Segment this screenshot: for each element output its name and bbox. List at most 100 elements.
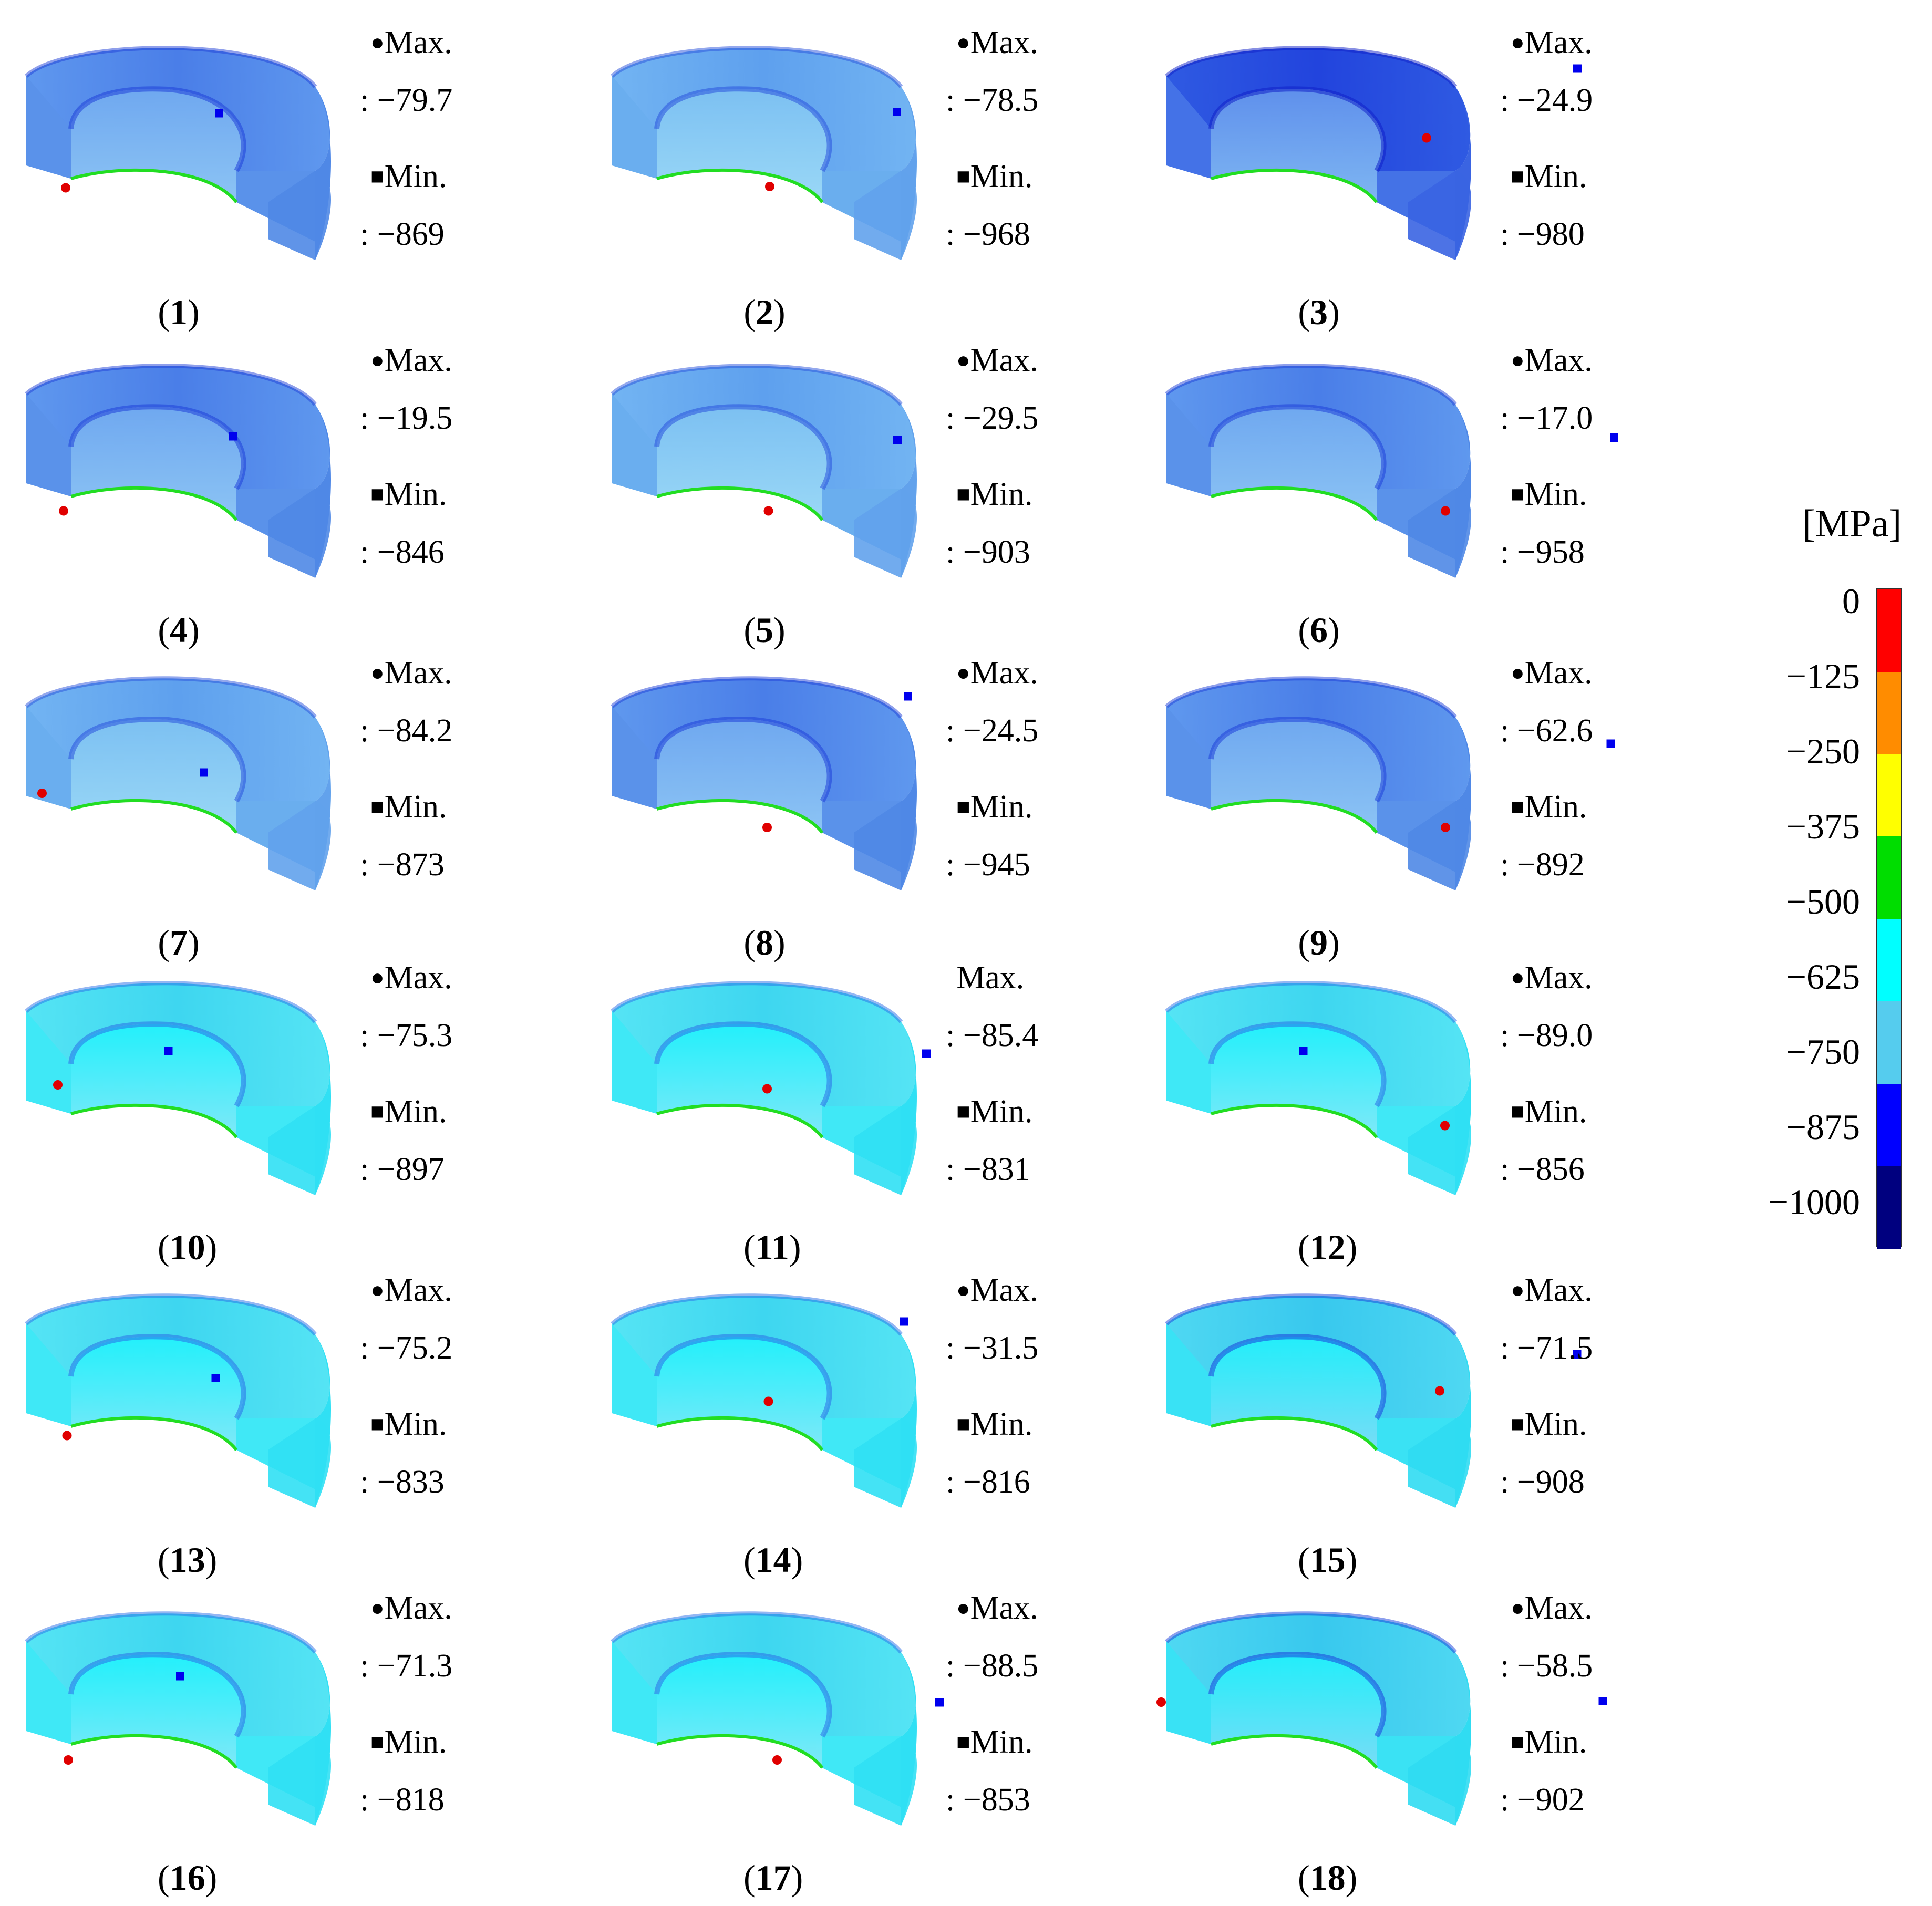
max-label-text: Max. bbox=[970, 343, 1038, 378]
ring-inner-bore bbox=[1211, 1024, 1384, 1137]
min-label-text: Min. bbox=[970, 159, 1033, 194]
min-location-marker bbox=[893, 436, 902, 444]
result-panel: ●Max.: −71.5 ■Min.: −908 (15) bbox=[1140, 1248, 1718, 1578]
ring-left-outer bbox=[26, 707, 71, 809]
result-panel: ●Max.: −62.6 ■Min.: −892 (9) bbox=[1140, 630, 1718, 960]
result-panel: ●Max.: −17.0 ■Min.: −958 (6) bbox=[1140, 318, 1718, 648]
min-value: : −892 bbox=[1500, 848, 1585, 881]
ring-inner-bore bbox=[657, 407, 830, 520]
max-dot-icon: ● bbox=[1511, 1595, 1525, 1621]
ring-top-surface bbox=[1166, 48, 1471, 171]
max-value: : −79.7 bbox=[360, 84, 452, 117]
ring-contour-model bbox=[21, 975, 336, 1195]
ring-inner-bottom-edge bbox=[656, 168, 824, 203]
min-label-text: Min. bbox=[970, 789, 1033, 825]
ring-outer-rim bbox=[1165, 1611, 1458, 1654]
ring-rim-band bbox=[654, 404, 832, 490]
legend-band bbox=[1877, 589, 1901, 672]
ring-contour-model bbox=[607, 357, 922, 578]
min-value: : −945 bbox=[946, 848, 1030, 881]
ring-outer-wall-lower bbox=[854, 1418, 917, 1508]
max-label: ●Max. bbox=[1511, 1274, 1593, 1307]
ring-inner-bottom-edge bbox=[1211, 799, 1378, 834]
max-value: : −31.5 bbox=[946, 1332, 1038, 1364]
ring-rim-band bbox=[1208, 1334, 1387, 1420]
panel-number: 16 bbox=[169, 1858, 205, 1898]
ring-inner-bore bbox=[657, 719, 830, 833]
max-location-marker bbox=[53, 1080, 63, 1090]
max-label-text: Max. bbox=[384, 655, 452, 691]
max-dot-icon: ● bbox=[1511, 965, 1525, 990]
ring-outer-wall-lower bbox=[854, 1736, 917, 1826]
max-value-text: : −58.5 bbox=[1500, 1648, 1593, 1684]
max-value: : −88.5 bbox=[946, 1650, 1038, 1682]
max-dot-icon: ● bbox=[1511, 29, 1525, 55]
ring-left-outer bbox=[1166, 1011, 1211, 1114]
legend-unit: [MPa] bbox=[1802, 502, 1902, 545]
max-label-text: Max. bbox=[1524, 960, 1593, 996]
min-value: : −831 bbox=[946, 1153, 1030, 1186]
ring-left-outer bbox=[612, 1011, 657, 1114]
legend-tick-label: −375 bbox=[1786, 806, 1860, 846]
min-square-icon: ■ bbox=[956, 163, 970, 189]
max-value: : −71.3 bbox=[360, 1650, 452, 1682]
min-label: ■Min. bbox=[1511, 1095, 1587, 1128]
max-label-text: Max. bbox=[384, 1272, 452, 1308]
max-label: ●Max. bbox=[370, 1274, 452, 1307]
min-location-marker bbox=[176, 1672, 184, 1681]
min-label-text: Min. bbox=[970, 1724, 1033, 1760]
ring-top-surface bbox=[1166, 1613, 1471, 1736]
panel-number: 8 bbox=[756, 923, 773, 962]
panel-caption: (5) bbox=[743, 610, 786, 650]
result-panel: ●Max.: −19.5 ■Min.: −846 (4) bbox=[0, 318, 578, 648]
max-location-marker bbox=[1422, 133, 1431, 143]
max-dot-icon: ● bbox=[956, 347, 970, 373]
legend-tick-label: −625 bbox=[1786, 957, 1860, 997]
ring-outer-wall-lower bbox=[854, 171, 917, 260]
legend-band bbox=[1877, 836, 1901, 919]
min-value-text: : −856 bbox=[1500, 1152, 1585, 1187]
ring-left-outer bbox=[612, 1324, 657, 1426]
ring-contour-model bbox=[1161, 670, 1615, 890]
max-dot-icon: ● bbox=[1511, 660, 1525, 686]
max-dot-icon: ● bbox=[370, 1595, 385, 1621]
min-value-text: : −846 bbox=[360, 534, 445, 570]
min-value: : −958 bbox=[1500, 536, 1585, 568]
ring-rim-band bbox=[68, 404, 246, 490]
panel-number: 1 bbox=[170, 292, 188, 332]
max-label-text: Max. bbox=[1524, 655, 1593, 691]
ring-outer-wall-lower bbox=[1408, 489, 1471, 578]
ring-outer-wall-lower bbox=[1408, 1418, 1471, 1508]
max-dot-icon: ● bbox=[1511, 347, 1525, 373]
min-location-marker bbox=[211, 1374, 220, 1382]
ring-rim-band bbox=[654, 1021, 832, 1107]
ring-left-outer bbox=[612, 707, 657, 809]
max-location-marker bbox=[762, 823, 772, 832]
ring-rim-band bbox=[68, 717, 246, 803]
max-value-text: : −75.3 bbox=[360, 1018, 453, 1053]
panel-caption: (6) bbox=[1298, 610, 1340, 650]
min-location-marker bbox=[1573, 64, 1582, 73]
ring-rim-band bbox=[654, 717, 832, 803]
max-label-text: Max. bbox=[970, 1272, 1038, 1308]
min-label-text: Min. bbox=[1524, 159, 1587, 194]
legend-band bbox=[1877, 919, 1901, 1002]
min-location-marker bbox=[215, 109, 223, 118]
result-panel: ●Max.: −79.7 ■Min.: −869 (1) bbox=[0, 0, 578, 330]
min-location-marker bbox=[922, 1049, 931, 1058]
max-value-text: : −71.3 bbox=[360, 1648, 453, 1684]
ring-inner-bottom-edge bbox=[656, 1416, 824, 1451]
min-label-text: Min. bbox=[970, 1094, 1033, 1130]
min-square-icon: ■ bbox=[1511, 1099, 1525, 1124]
min-label: ■Min. bbox=[956, 1095, 1032, 1128]
ring-top-surface bbox=[612, 48, 916, 171]
min-square-icon: ■ bbox=[370, 163, 385, 189]
min-value-text: : −980 bbox=[1500, 216, 1585, 252]
ring-contour-model bbox=[21, 357, 336, 578]
min-label-text: Min. bbox=[384, 476, 447, 512]
max-location-marker bbox=[37, 789, 47, 798]
max-label: ●Max. bbox=[956, 657, 1038, 689]
ring-left-outer bbox=[1166, 707, 1211, 809]
legend-band bbox=[1877, 1001, 1901, 1084]
legend-tick-label: −125 bbox=[1786, 656, 1860, 696]
